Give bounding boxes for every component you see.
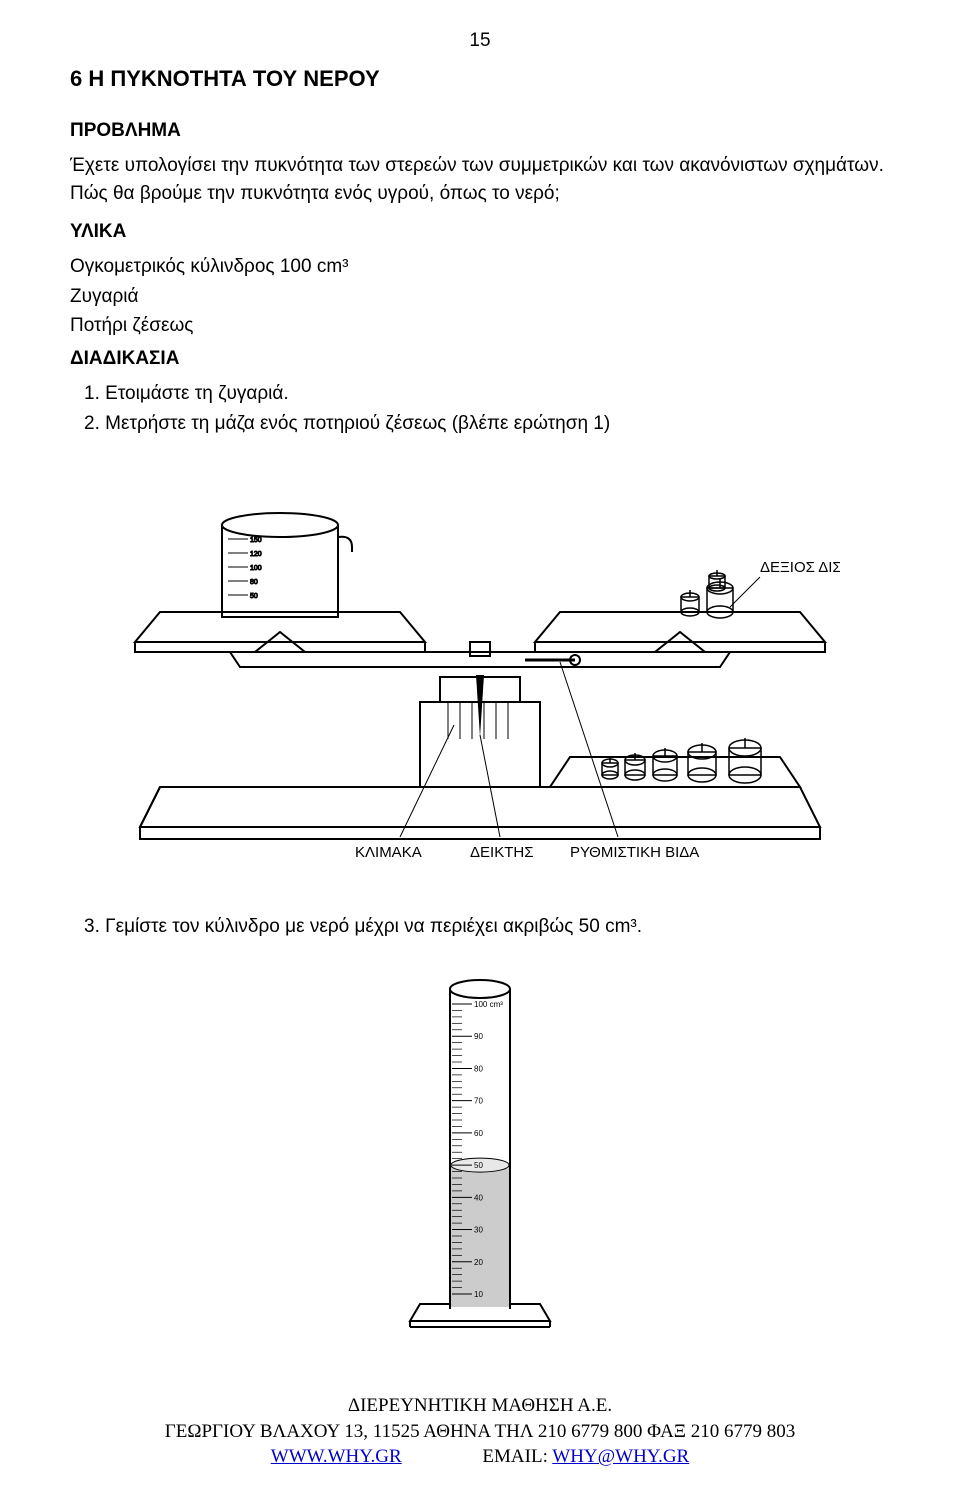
svg-text:150: 150 — [250, 537, 262, 544]
svg-text:120: 120 — [250, 551, 262, 558]
svg-text:90: 90 — [474, 1032, 483, 1041]
footer-www-link[interactable]: WWW.WHY.GR — [271, 1446, 402, 1467]
problem-heading: ΠΡΟΒΛΗΜΑ — [70, 120, 890, 142]
svg-text:40: 40 — [474, 1194, 483, 1203]
cylinder-figure: 100 cm³ 90 80 70 60 50 40 30 20 10 — [70, 959, 890, 1339]
balance-scale-icon: 150 120 100 80 50 ΔΕΞΙΟΣ ΔΙΣΚΟΣ ΚΛΙΜΑΚΑ ΔΕΙΚ… — [120, 457, 840, 877]
step-number: 3. — [84, 916, 100, 937]
svg-text:70: 70 — [474, 1097, 483, 1106]
footer-line-2: ΓΕΩΡΓΙΟΥ ΒΛΑΧΟΥ 13, 11525 ΑΘΗΝΑ ΤΗΛ 210 … — [0, 1419, 960, 1445]
svg-text:20: 20 — [474, 1258, 483, 1267]
footer-email-link[interactable]: WHY@WHY.GR — [552, 1446, 689, 1467]
screw-label: ΡΥΘΜΙΣΤΙΚΗ ΒΙΔΑ — [570, 844, 699, 861]
svg-text:60: 60 — [474, 1129, 483, 1138]
procedure-heading: ΔΙΑΔΙΚΑΣΙΑ — [70, 348, 890, 370]
step-number: 1. — [84, 383, 100, 404]
svg-text:80: 80 — [474, 1065, 483, 1074]
svg-text:100 cm³: 100 cm³ — [474, 1000, 503, 1009]
svg-text:50: 50 — [250, 593, 258, 600]
step-text: Ετοιμάστε τη ζυγαριά. — [105, 383, 289, 404]
graduated-cylinder-icon: 100 cm³ 90 80 70 60 50 40 30 20 10 — [380, 959, 580, 1339]
pointer-label: ΔΕΙΚΤΗΣ — [470, 844, 533, 861]
footer-line-1: ΔΙΕΡΕΥΝΗΤΙΚΗ ΜΑΘΗΣΗ Α.Ε. — [0, 1393, 960, 1419]
scale-label: ΚΛΙΜΑΚΑ — [355, 844, 422, 861]
material-item: Ογκομετρικός κύλινδρος 100 cm³ — [70, 253, 890, 281]
svg-text:30: 30 — [474, 1226, 483, 1235]
step-text: Γεμίστε τον κύλινδρο με νερό μέχρι να πε… — [105, 916, 642, 937]
materials-heading: ΥΛΙΚΑ — [70, 221, 890, 243]
footer-line-3: WWW.WHY.GR EMAIL: WHY@WHY.GR — [0, 1444, 960, 1470]
footer-spacer — [406, 1446, 477, 1467]
procedure-step: 1. Ετοιμάστε τη ζυγαριά. — [70, 380, 890, 409]
page-number: 15 — [70, 30, 890, 52]
svg-text:10: 10 — [474, 1290, 483, 1299]
right-pan-label: ΔΕΞΙΟΣ ΔΙΣΚΟΣ — [760, 559, 840, 576]
procedure-step: 2. Μετρήστε τη μάζα ενός ποτηριού ζέσεως… — [70, 410, 890, 439]
step-text: Μετρήστε τη μάζα ενός ποτηριού ζέσεως (β… — [105, 413, 610, 434]
material-item: Ποτήρι ζέσεως — [70, 312, 890, 340]
page-root: 15 6 Η ΠΥΚΝΟΤΗΤΑ ΤΟΥ ΝΕΡΟΥ ΠΡΟΒΛΗΜΑ Έχετ… — [0, 0, 960, 1490]
material-item: Ζυγαριά — [70, 283, 890, 311]
chapter-title: 6 Η ΠΥΚΝΟΤΗΤΑ ΤΟΥ ΝΕΡΟΥ — [70, 66, 890, 92]
problem-text: Έχετε υπολογίσει την πυκνότητα των στερε… — [70, 152, 890, 207]
balance-figure: 150 120 100 80 50 ΔΕΞΙΟΣ ΔΙΣΚΟΣ ΚΛΙΜΑΚΑ ΔΕΙΚ… — [70, 457, 890, 877]
procedure-step: 3. Γεμίστε τον κύλινδρο με νερό μέχρι να… — [70, 913, 890, 942]
page-footer: ΔΙΕΡΕΥΝΗΤΙΚΗ ΜΑΘΗΣΗ Α.Ε. ΓΕΩΡΓΙΟΥ ΒΛΑΧΟΥ… — [0, 1393, 960, 1470]
svg-text:100: 100 — [250, 565, 262, 572]
step-number: 2. — [84, 413, 100, 434]
footer-email-label: EMAIL: — [482, 1446, 552, 1467]
svg-text:80: 80 — [250, 579, 258, 586]
svg-text:50: 50 — [474, 1161, 483, 1170]
